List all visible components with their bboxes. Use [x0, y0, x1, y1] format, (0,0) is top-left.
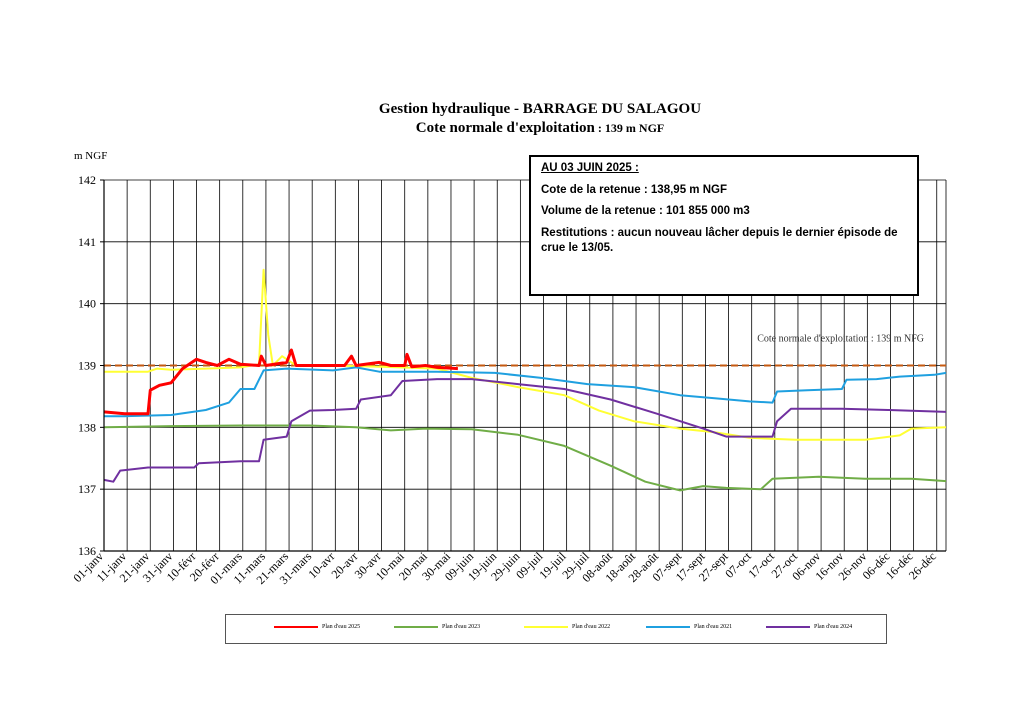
legend-label: Plan d'eau 2021	[694, 624, 733, 630]
info-box: AU 03 JUIN 2025 : Cote de la retenue : 1…	[529, 155, 919, 296]
series-line-2024	[103, 378, 947, 483]
series-line-2022	[104, 268, 947, 441]
info-restitutions: Restitutions : aucun nouveau lâcher depu…	[541, 227, 898, 254]
legend-swatch	[394, 625, 438, 628]
y-tick-label: 141	[78, 235, 96, 249]
info-cote: Cote de la retenue : 138,95 m NGF	[541, 184, 727, 196]
reference-line-label: Cote normale d'exploitation : 139 m NFG	[757, 334, 924, 345]
y-tick-label: 140	[78, 297, 96, 311]
legend-item: Plan d'eau 2021	[646, 624, 732, 630]
info-volume: Volume de la retenue : 101 855 000 m3	[541, 205, 750, 217]
legend-label: Plan d'eau 2024	[814, 624, 853, 630]
legend-swatch	[524, 625, 568, 628]
y-tick-label: 142	[78, 173, 96, 187]
legend: Plan d'eau 2025 Plan d'eau 2023 Plan d'eau…	[225, 614, 887, 644]
subtitle-label: Cote normale d'exploitation	[415, 120, 595, 136]
info-date: AU 03 JUIN 2025 :	[541, 162, 639, 174]
legend-label: Plan d'eau 2022	[572, 624, 611, 630]
series-line-2021	[104, 366, 947, 418]
legend-item: Plan d'eau 2022	[524, 624, 610, 630]
legend-swatch	[646, 625, 690, 628]
chart-title: Gestion hydraulique - BARRAGE DU SALAGOU	[378, 101, 702, 117]
series-line-2025	[103, 348, 458, 416]
subtitle-value: : 139 m NGF	[594, 121, 665, 135]
series-line-2023	[103, 424, 947, 492]
y-axis-unit: m NGF	[74, 150, 108, 162]
legend-item: Plan d'eau 2023	[394, 624, 480, 630]
legend-item: Plan d'eau 2024	[766, 624, 852, 630]
chart-subtitle: Cote normale d'exploitation : 139 m NGF	[0, 120, 1024, 137]
legend-item: Plan d'eau 2025	[274, 624, 360, 630]
y-tick-label: 137	[78, 482, 96, 496]
y-tick-label: 139	[78, 359, 96, 373]
y-tick-label: 138	[78, 420, 96, 434]
y-tick-label: 136	[78, 544, 96, 558]
legend-label: Plan d'eau 2025	[322, 624, 361, 630]
legend-label: Plan d'eau 2023	[442, 624, 481, 630]
legend-swatch	[274, 625, 318, 628]
x-tick-label: 26-déc	[906, 549, 939, 582]
legend-swatch	[766, 625, 810, 628]
